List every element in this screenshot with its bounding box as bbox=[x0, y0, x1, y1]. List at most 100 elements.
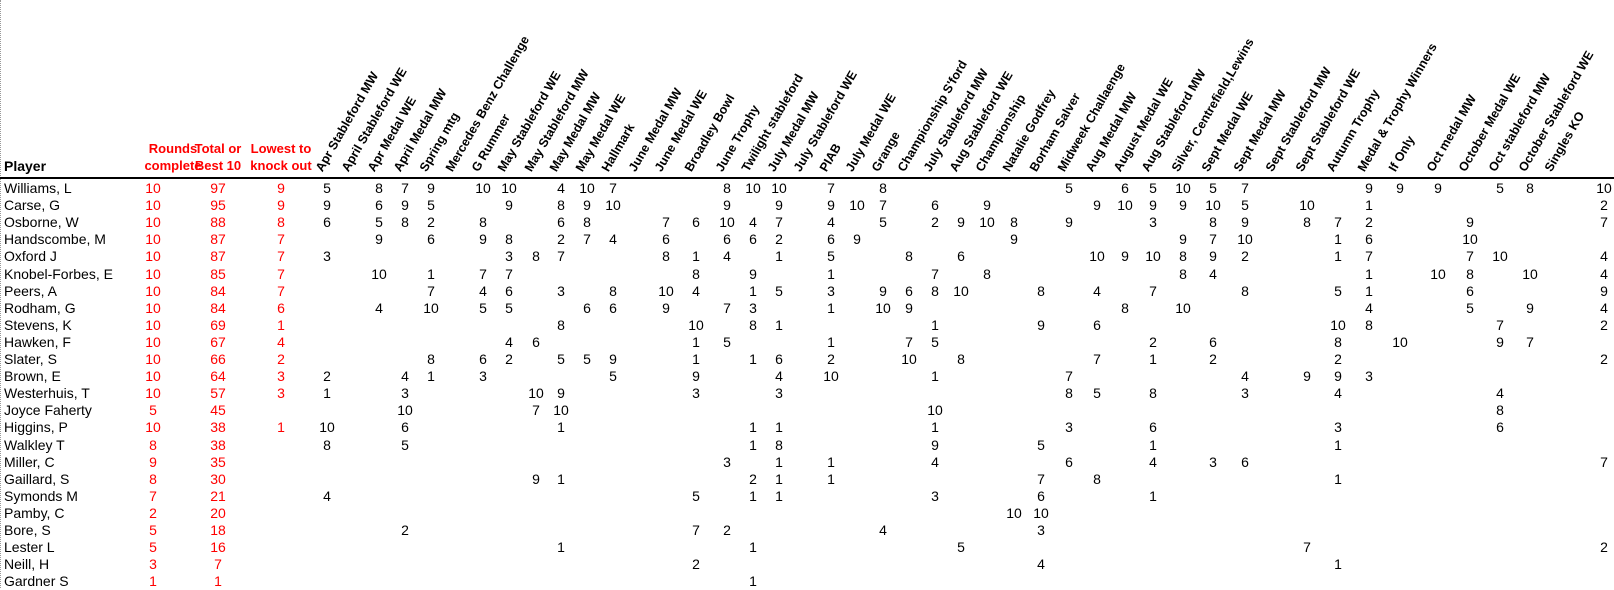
score-cell[interactable]: 1 bbox=[827, 470, 835, 487]
score-cell[interactable]: 1 bbox=[749, 573, 757, 590]
score-cell[interactable]: 9 bbox=[1209, 248, 1217, 265]
total-cell[interactable]: 85 bbox=[210, 265, 226, 282]
score-cell[interactable]: 8 bbox=[609, 282, 617, 299]
score-cell[interactable]: 9 bbox=[557, 385, 565, 402]
score-cell[interactable]: 5 bbox=[1466, 299, 1474, 316]
score-cell[interactable]: 2 bbox=[323, 368, 331, 385]
score-cell[interactable]: 9 bbox=[1010, 231, 1018, 248]
score-cell[interactable]: 5 bbox=[583, 351, 591, 367]
lowest-cell[interactable]: 9 bbox=[277, 197, 285, 214]
score-cell[interactable]: 6 bbox=[1149, 419, 1157, 436]
player-name[interactable]: Higgins, P bbox=[4, 419, 68, 436]
player-name[interactable]: Peers, A bbox=[4, 282, 57, 299]
player-name[interactable]: Knobel-Forbes, E bbox=[4, 265, 113, 282]
rounds-complete-cell[interactable]: 2 bbox=[149, 504, 157, 521]
score-cell[interactable]: 8 bbox=[401, 214, 409, 231]
score-cell[interactable]: 1 bbox=[775, 419, 783, 436]
score-cell[interactable]: 8 bbox=[479, 214, 487, 231]
score-cell[interactable]: 6 bbox=[609, 299, 617, 316]
player-name[interactable]: Slater, S bbox=[4, 351, 57, 367]
score-cell[interactable]: 1 bbox=[1365, 265, 1373, 282]
score-cell[interactable]: 9 bbox=[532, 470, 540, 487]
score-cell[interactable]: 4 bbox=[1037, 556, 1045, 573]
score-cell[interactable]: 8 bbox=[505, 231, 513, 248]
score-cell[interactable]: 10 bbox=[501, 180, 517, 196]
player-name[interactable]: Gardner S bbox=[4, 573, 69, 590]
total-cell[interactable]: 84 bbox=[210, 282, 226, 299]
score-cell[interactable]: 1 bbox=[1334, 556, 1342, 573]
rounds-complete-cell[interactable]: 10 bbox=[145, 299, 161, 316]
score-cell[interactable]: 6 bbox=[1065, 453, 1073, 470]
score-cell[interactable]: 6 bbox=[692, 214, 700, 231]
total-cell[interactable]: 35 bbox=[210, 453, 226, 470]
score-cell[interactable]: 2 bbox=[692, 556, 700, 573]
score-cell[interactable]: 4 bbox=[692, 282, 700, 299]
player-name[interactable]: Symonds M bbox=[4, 487, 78, 504]
rounds-complete-cell[interactable]: 10 bbox=[145, 316, 161, 333]
score-cell[interactable]: 6 bbox=[1121, 180, 1129, 196]
player-name[interactable]: Handscombe, M bbox=[4, 231, 106, 248]
total-cell[interactable]: 18 bbox=[210, 522, 226, 538]
score-cell[interactable]: 4 bbox=[1600, 299, 1608, 316]
total-cell[interactable]: 87 bbox=[210, 248, 226, 265]
score-cell[interactable]: 9 bbox=[1466, 214, 1474, 231]
score-cell[interactable]: 10 bbox=[719, 214, 735, 231]
score-cell[interactable]: 4 bbox=[557, 180, 565, 196]
score-cell[interactable]: 3 bbox=[827, 282, 835, 299]
score-cell[interactable]: 3 bbox=[749, 299, 757, 316]
total-cell[interactable]: 64 bbox=[210, 368, 226, 385]
player-name[interactable]: Bore, S bbox=[4, 522, 51, 538]
score-cell[interactable]: 9 bbox=[479, 231, 487, 248]
score-cell[interactable]: 9 bbox=[583, 197, 591, 214]
score-cell[interactable]: 9 bbox=[931, 436, 939, 453]
rounds-complete-cell[interactable]: 10 bbox=[145, 231, 161, 248]
score-cell[interactable]: 2 bbox=[505, 351, 513, 367]
player-name[interactable]: Rodham, G bbox=[4, 299, 76, 316]
score-cell[interactable]: 9 bbox=[1121, 248, 1129, 265]
lowest-cell[interactable]: 7 bbox=[277, 282, 285, 299]
score-cell[interactable]: 6 bbox=[557, 214, 565, 231]
score-cell[interactable]: 5 bbox=[609, 368, 617, 385]
score-cell[interactable]: 5 bbox=[1037, 436, 1045, 453]
score-cell[interactable]: 5 bbox=[1241, 197, 1249, 214]
score-cell[interactable]: 8 bbox=[775, 436, 783, 453]
score-cell[interactable]: 6 bbox=[1496, 419, 1504, 436]
score-cell[interactable]: 10 bbox=[875, 299, 891, 316]
score-cell[interactable]: 1 bbox=[1149, 487, 1157, 504]
total-cell[interactable]: 95 bbox=[210, 197, 226, 214]
score-cell[interactable]: 9 bbox=[827, 197, 835, 214]
lowest-cell[interactable]: 9 bbox=[277, 180, 285, 196]
score-cell[interactable]: 1 bbox=[427, 368, 435, 385]
score-cell[interactable]: 2 bbox=[775, 231, 783, 248]
score-cell[interactable]: 9 bbox=[662, 299, 670, 316]
score-cell[interactable]: 4 bbox=[1149, 453, 1157, 470]
score-cell[interactable]: 1 bbox=[775, 487, 783, 504]
score-cell[interactable]: 7 bbox=[1037, 470, 1045, 487]
score-cell[interactable]: 9 bbox=[957, 214, 965, 231]
score-cell[interactable]: 5 bbox=[1065, 180, 1073, 196]
score-cell[interactable]: 1 bbox=[775, 316, 783, 333]
score-cell[interactable]: 7 bbox=[723, 299, 731, 316]
score-cell[interactable]: 5 bbox=[479, 299, 487, 316]
rounds-complete-cell[interactable]: 8 bbox=[149, 470, 157, 487]
score-cell[interactable]: 7 bbox=[583, 231, 591, 248]
score-cell[interactable]: 4 bbox=[375, 299, 383, 316]
score-cell[interactable]: 2 bbox=[1600, 316, 1608, 333]
score-cell[interactable]: 10 bbox=[1006, 504, 1022, 521]
score-cell[interactable]: 6 bbox=[1241, 453, 1249, 470]
score-cell[interactable]: 10 bbox=[371, 265, 387, 282]
score-cell[interactable]: 10 bbox=[1462, 231, 1478, 248]
rounds-complete-cell[interactable]: 10 bbox=[145, 248, 161, 265]
score-cell[interactable]: 8 bbox=[557, 197, 565, 214]
score-cell[interactable]: 10 bbox=[1299, 197, 1315, 214]
total-cell[interactable]: 30 bbox=[210, 470, 226, 487]
score-cell[interactable]: 5 bbox=[1209, 180, 1217, 196]
score-cell[interactable]: 1 bbox=[692, 333, 700, 350]
total-cell[interactable]: 57 bbox=[210, 385, 226, 402]
score-cell[interactable]: 6 bbox=[1209, 333, 1217, 350]
score-cell[interactable]: 10 bbox=[927, 402, 943, 419]
score-cell[interactable]: 8 bbox=[723, 180, 731, 196]
score-cell[interactable]: 5 bbox=[723, 333, 731, 350]
player-name[interactable]: Osborne, W bbox=[4, 214, 79, 231]
score-cell[interactable]: 4 bbox=[1209, 265, 1217, 282]
